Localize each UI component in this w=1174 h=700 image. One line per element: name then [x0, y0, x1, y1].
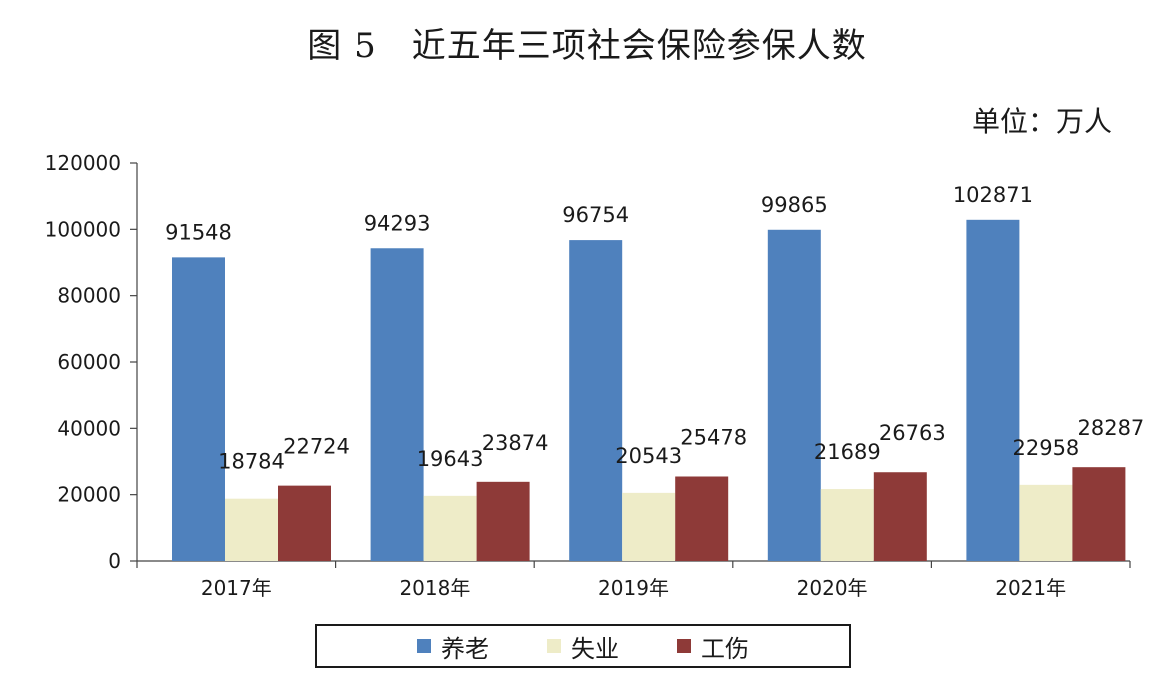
- legend-swatch-injury: [677, 639, 691, 653]
- data-label: 96754: [562, 203, 629, 227]
- y-tick-label: 20000: [57, 483, 121, 507]
- legend-label-injury: 工伤: [701, 634, 749, 663]
- bar-injury: [675, 476, 729, 561]
- bar-pension: [966, 219, 1020, 561]
- y-tick-label: 60000: [57, 350, 121, 374]
- bar-injury: [476, 481, 530, 561]
- data-label: 28287: [1077, 416, 1144, 440]
- bar-unemployment: [820, 489, 874, 561]
- bar-injury: [873, 472, 927, 561]
- data-label: 22958: [1012, 436, 1079, 460]
- data-label: 23874: [482, 431, 549, 455]
- legend-swatch-unemployment: [547, 639, 561, 653]
- bar-injury: [278, 485, 331, 561]
- legend-label-unemployment: 失业: [571, 634, 619, 663]
- x-tick-label: 2020年: [797, 576, 868, 600]
- y-tick-label: 120000: [45, 151, 121, 175]
- data-label: 20543: [615, 444, 682, 468]
- bar-pension: [370, 248, 424, 562]
- data-label: 26763: [879, 421, 946, 445]
- y-tick-label: 80000: [57, 284, 121, 308]
- data-label: 99865: [761, 193, 828, 217]
- data-label: 94293: [364, 211, 431, 235]
- bar-pension: [172, 257, 225, 561]
- data-label: 22724: [283, 435, 350, 459]
- bar-unemployment: [225, 498, 278, 561]
- data-label: 18784: [218, 450, 285, 474]
- data-label: 91548: [165, 220, 232, 244]
- data-label: 21689: [814, 440, 881, 464]
- data-label: 25478: [680, 425, 747, 449]
- bar-pension: [569, 240, 623, 561]
- chart-title: 图 5 近五年三项社会保险参保人数: [307, 26, 867, 66]
- bar-injury: [1072, 467, 1126, 561]
- x-tick-label: 2019年: [598, 576, 669, 600]
- legend-item-unemployment: 失业: [547, 629, 619, 664]
- data-label: 102871: [953, 183, 1033, 207]
- unit-label: 单位：万人: [971, 105, 1112, 138]
- bar-unemployment: [1019, 484, 1073, 561]
- bar-chart: 0 20000 40000 60000 80000 100000 120000 2017年 20…: [45, 151, 1145, 600]
- legend-item-pension: 养老: [417, 629, 489, 664]
- y-tick-label: 40000: [57, 416, 121, 440]
- x-tick-label: 2018年: [399, 576, 470, 600]
- x-tick-label: 2021年: [995, 576, 1066, 600]
- y-tick-label: 100000: [45, 217, 121, 241]
- legend-swatch-pension: [417, 639, 431, 653]
- data-label: 19643: [417, 447, 484, 471]
- legend-label-pension: 养老: [441, 634, 489, 663]
- y-tick-label: 0: [108, 549, 121, 573]
- bar-pension: [767, 229, 821, 562]
- bar-unemployment: [622, 492, 676, 561]
- bar-unemployment: [423, 495, 477, 561]
- legend-item-injury: 工伤: [677, 629, 749, 664]
- x-tick-label: 2017年: [201, 576, 272, 600]
- legend: 养老 失业 工伤: [315, 624, 851, 668]
